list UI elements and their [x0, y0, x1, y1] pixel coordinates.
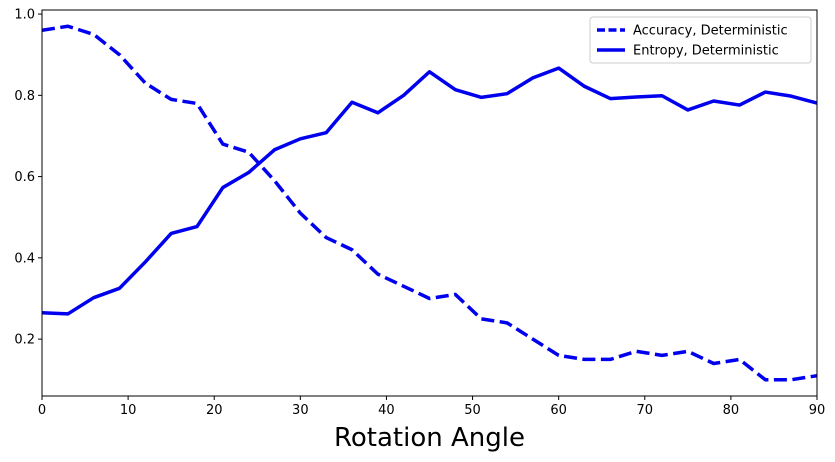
- x-tick-label: 30: [292, 403, 309, 418]
- legend-box: [589, 16, 812, 64]
- y-tick-label: 0.4: [14, 251, 35, 266]
- y-tick-label: 0.8: [14, 89, 35, 104]
- x-tick-label: 0: [38, 403, 46, 418]
- x-tick-label: 20: [206, 403, 223, 418]
- legend-label: Accuracy, Deterministic: [633, 24, 788, 39]
- x-tick-label: 40: [378, 403, 395, 418]
- y-tick-label: 0.6: [14, 170, 35, 185]
- plot-lines: [42, 24, 817, 382]
- x-tick-label: 70: [637, 403, 654, 418]
- plot-frame: [41, 9, 818, 397]
- y-tick-label: 0.2: [14, 333, 35, 348]
- x-axis-title: Rotation Angle: [334, 423, 525, 453]
- y-axis: 0.2 0.4 0.6 0.8 1.0: [14, 8, 42, 348]
- x-tick-label: 60: [550, 403, 567, 418]
- x-tick-label: 90: [809, 403, 826, 418]
- y-tick-label: 1.0: [14, 8, 35, 23]
- series-line-accuracy: [42, 24, 817, 382]
- x-axis: 0 10 20 30 40 50 60 70 80 90: [38, 396, 825, 418]
- x-tick-label: 50: [464, 403, 481, 418]
- x-tick-label: 10: [120, 403, 137, 418]
- legend-label: Entropy, Deterministic: [633, 44, 779, 59]
- legend: Accuracy, Deterministic Entropy, Determin…: [589, 16, 812, 64]
- series-line-entropy: [42, 66, 817, 316]
- x-tick-label: 80: [723, 403, 740, 418]
